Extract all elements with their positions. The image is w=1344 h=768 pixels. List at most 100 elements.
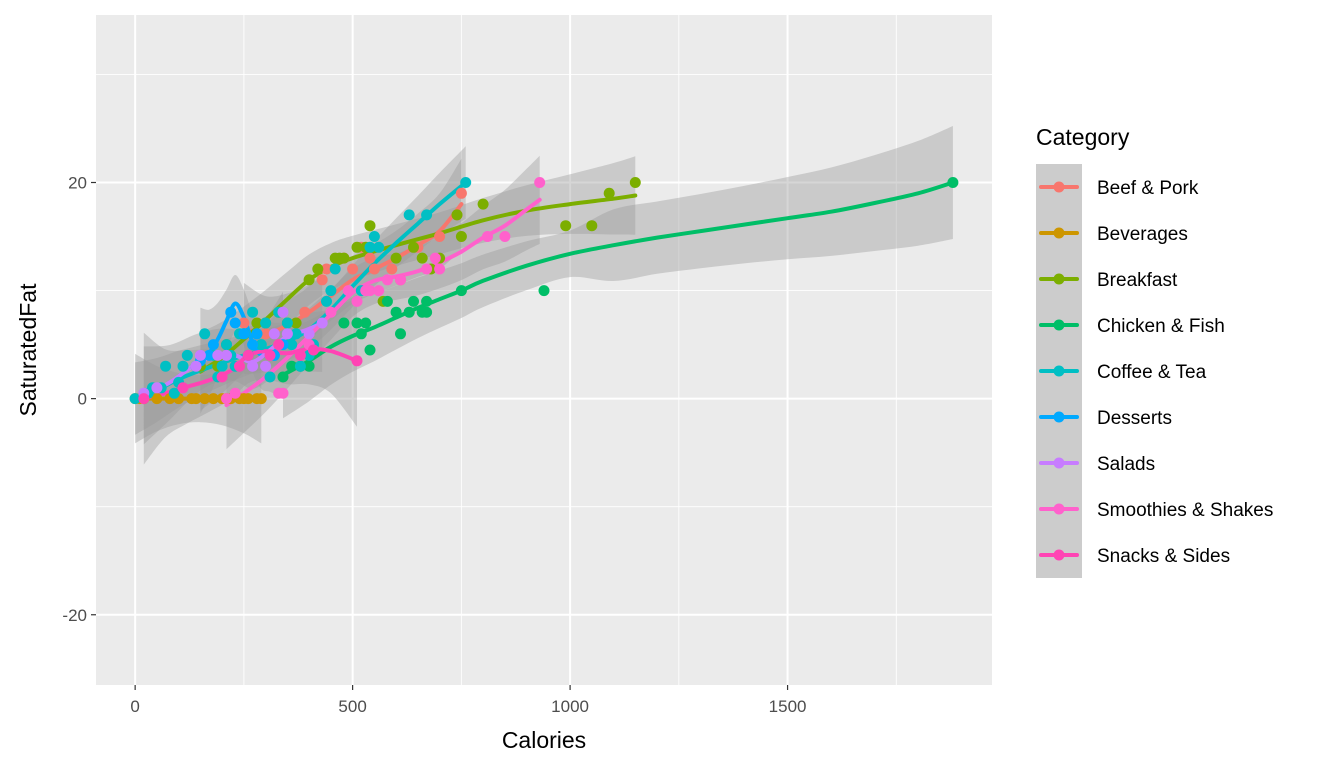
data-point [203, 349, 215, 361]
data-point [321, 263, 332, 275]
data-point [281, 317, 293, 329]
data-point [351, 241, 363, 253]
data-point [364, 220, 376, 232]
data-point [216, 371, 228, 383]
data-point [381, 274, 393, 286]
y-axis-title: SaturatedFat [15, 283, 41, 417]
data-point [151, 382, 163, 394]
data-point [408, 241, 419, 253]
x-tick-label: 1500 [769, 697, 807, 716]
legend-label: Smoothies & Shakes [1097, 500, 1273, 521]
data-point [247, 339, 259, 351]
data-point [129, 393, 141, 405]
data-point [338, 317, 350, 329]
data-point [255, 339, 267, 351]
data-point [403, 209, 415, 221]
data-point [455, 285, 467, 297]
data-point [308, 344, 319, 356]
data-point [264, 349, 276, 361]
data-point [247, 306, 259, 318]
legend-label: Beef & Pork [1097, 178, 1199, 199]
data-point [390, 306, 402, 318]
data-point [277, 371, 289, 383]
x-tick-label: 0 [130, 697, 139, 716]
legend-key-point [1053, 181, 1065, 193]
legend-label: Desserts [1097, 408, 1172, 429]
data-point [316, 317, 328, 329]
data-point [281, 328, 293, 340]
data-point [342, 285, 354, 297]
legend-key-point [1053, 365, 1065, 377]
data-point [351, 295, 363, 307]
data-point [260, 328, 272, 340]
data-point [947, 177, 959, 188]
confidence-ribbon [143, 294, 357, 465]
data-point [421, 209, 433, 221]
data-point [482, 231, 493, 242]
data-point [421, 295, 433, 307]
data-point [538, 285, 550, 297]
legend-key-point [1053, 227, 1065, 239]
data-point [403, 306, 415, 318]
confidence-ribbon [226, 155, 540, 450]
data-point [364, 252, 376, 264]
data-point [286, 360, 298, 372]
data-point [434, 231, 446, 242]
data-point [477, 198, 489, 210]
legend-label: Chicken & Fish [1097, 316, 1225, 337]
legend-key-point [1053, 319, 1065, 331]
legend-label: Salads [1097, 454, 1155, 475]
data-point [190, 360, 202, 372]
data-point [364, 241, 376, 253]
data-point [247, 360, 259, 372]
data-point [381, 295, 393, 307]
data-point [303, 274, 315, 286]
legend-key-point [1053, 411, 1065, 423]
data-point [221, 393, 232, 405]
data-point [395, 274, 406, 286]
data-point [251, 328, 263, 340]
data-point [177, 382, 189, 394]
data-point [199, 328, 211, 340]
data-point [268, 328, 280, 340]
data-point [451, 209, 463, 221]
x-axis-title: Calories [502, 727, 586, 753]
data-point [255, 393, 267, 405]
data-point [373, 241, 385, 253]
data-point [194, 349, 206, 361]
data-point [455, 231, 467, 242]
data-point [251, 317, 263, 329]
data-point [225, 306, 237, 318]
grid-minor-lines [96, 15, 992, 724]
y-tick-label: -20 [62, 606, 87, 625]
data-point [221, 349, 232, 361]
data-point [329, 263, 341, 275]
data-point [325, 306, 337, 318]
confidence-ribbon [283, 126, 953, 419]
data-point [207, 339, 219, 351]
data-points [129, 177, 959, 405]
data-point [421, 306, 433, 318]
confidence-ribbon [200, 156, 636, 411]
data-point [199, 393, 211, 405]
data-point [460, 177, 472, 188]
data-point [260, 360, 272, 372]
data-point [351, 355, 363, 367]
data-point [347, 263, 359, 275]
data-point [290, 328, 302, 340]
y-tick-label: 0 [78, 390, 87, 409]
data-point [455, 187, 467, 199]
legend-key-point [1053, 503, 1065, 515]
data-point [238, 317, 250, 329]
legend-key-point [1053, 549, 1065, 561]
data-point [229, 317, 241, 329]
data-point [368, 263, 380, 275]
data-point [234, 360, 245, 372]
data-point [277, 387, 289, 399]
data-point [386, 263, 398, 275]
data-point [221, 339, 232, 351]
legend-label: Snacks & Sides [1097, 546, 1230, 567]
data-point [303, 328, 315, 340]
data-point [360, 317, 372, 329]
